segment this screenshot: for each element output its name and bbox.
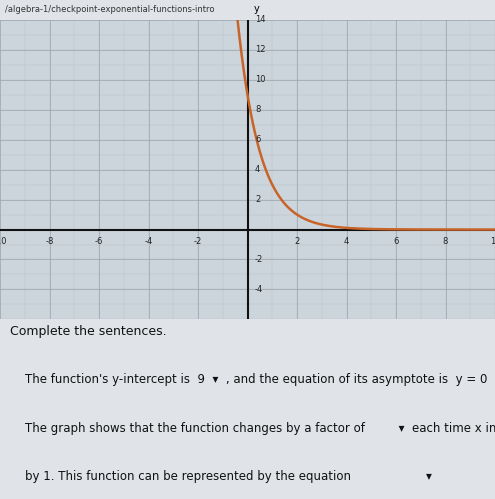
Text: 4: 4 — [255, 165, 260, 174]
Text: 14: 14 — [255, 15, 265, 24]
Text: -4: -4 — [145, 237, 152, 246]
Text: -4: -4 — [255, 285, 263, 294]
Text: 8: 8 — [255, 105, 260, 114]
Text: 12: 12 — [255, 45, 265, 54]
Text: 6: 6 — [255, 135, 260, 144]
Text: 10: 10 — [255, 75, 265, 84]
Text: -2: -2 — [255, 255, 263, 264]
Text: 2: 2 — [255, 195, 260, 204]
Text: The function's y-intercept is  9  ▾  , and the equation of its asymptote is  y =: The function's y-intercept is 9 ▾ , and … — [25, 373, 495, 386]
Text: -2: -2 — [194, 237, 202, 246]
Text: /algebra-1/checkpoint-exponential-functions-intro: /algebra-1/checkpoint-exponential-functi… — [5, 5, 214, 14]
Text: 10: 10 — [490, 237, 495, 246]
Text: -8: -8 — [46, 237, 53, 246]
Text: by 1. This function can be represented by the equation                    ▾: by 1. This function can be represented b… — [25, 470, 432, 483]
Text: y: y — [253, 4, 259, 14]
Text: The graph shows that the function changes by a factor of         ▾  each time x : The graph shows that the function change… — [25, 422, 495, 435]
Text: Complete the sentences.: Complete the sentences. — [10, 325, 166, 338]
Text: 8: 8 — [443, 237, 448, 246]
Text: -6: -6 — [95, 237, 103, 246]
Text: -10: -10 — [0, 237, 7, 246]
Text: 2: 2 — [295, 237, 299, 246]
Text: 6: 6 — [394, 237, 398, 246]
Text: 4: 4 — [344, 237, 349, 246]
